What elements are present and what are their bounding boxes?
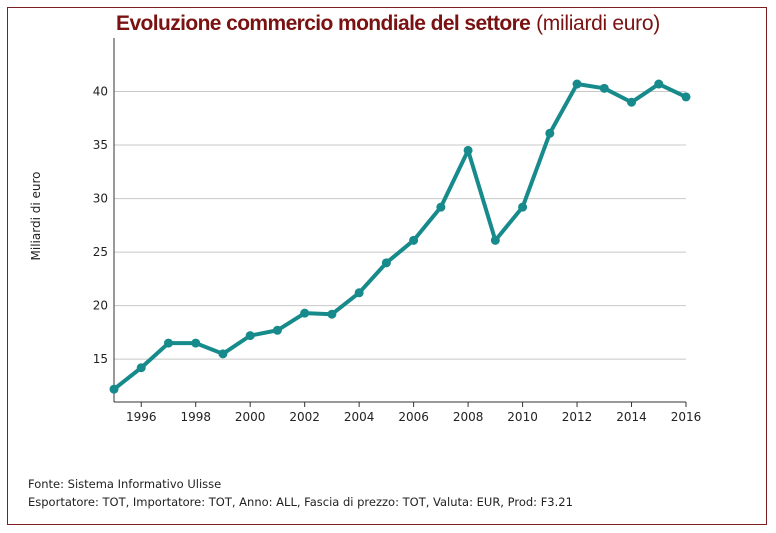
data-point[interactable] [409,235,419,245]
data-point[interactable] [490,235,500,245]
x-tick-label: 2008 [453,410,484,424]
chart-title-main: Evoluzione commercio mondiale del settor… [116,12,531,35]
series-line [112,82,688,392]
data-point[interactable] [109,384,119,394]
y-tick-label: 20 [93,299,108,313]
x-tick-label: 2016 [671,410,702,424]
x-tick-label: 2002 [289,410,320,424]
y-tick-label: 30 [93,192,108,206]
data-point[interactable] [218,349,228,359]
data-point[interactable] [654,79,664,89]
data-point[interactable] [136,363,146,373]
x-tick-label: 2006 [398,410,429,424]
y-tick-label: 15 [93,352,108,366]
y-tick-label: 40 [93,85,108,99]
axes [113,38,687,407]
data-point[interactable] [163,338,173,348]
footer-source: Fonte: Sistema Informativo Ulisse [28,477,222,491]
data-point[interactable] [545,128,555,138]
data-point[interactable] [327,309,337,319]
data-point[interactable] [436,202,446,212]
data-point[interactable] [599,83,609,93]
chart-title: Evoluzione commercio mondiale del settor… [0,12,776,36]
x-tick-label: 2012 [562,410,593,424]
data-point[interactable] [681,92,691,102]
x-tick-label: 1996 [126,410,157,424]
x-tick-label: 1998 [180,410,211,424]
x-tick-label: 2000 [235,410,266,424]
data-point[interactable] [354,288,364,298]
x-tick-label: 2014 [616,410,647,424]
x-tick-label: 2010 [507,410,538,424]
data-point[interactable] [272,325,282,335]
x-tick-label: 2004 [344,410,375,424]
data-point[interactable] [627,97,637,107]
data-point[interactable] [518,202,528,212]
data-point[interactable] [245,331,255,341]
series-group [109,79,691,394]
data-point[interactable] [463,145,473,155]
chart-title-unit: (miliardi euro) [536,12,660,35]
data-point[interactable] [381,258,391,268]
data-point[interactable] [191,338,201,348]
footer-params: Esportatore: TOT, Importatore: TOT, Anno… [28,495,573,509]
y-tick-label: 25 [93,245,108,259]
tick-labels: 15 20 25 30 35 40 1996 1998 2000 2002 2004 2006 2008… [93,85,702,424]
data-point[interactable] [300,308,310,318]
y-tick-label: 35 [93,138,108,152]
gridlines [114,91,686,360]
data-point[interactable] [572,79,582,89]
